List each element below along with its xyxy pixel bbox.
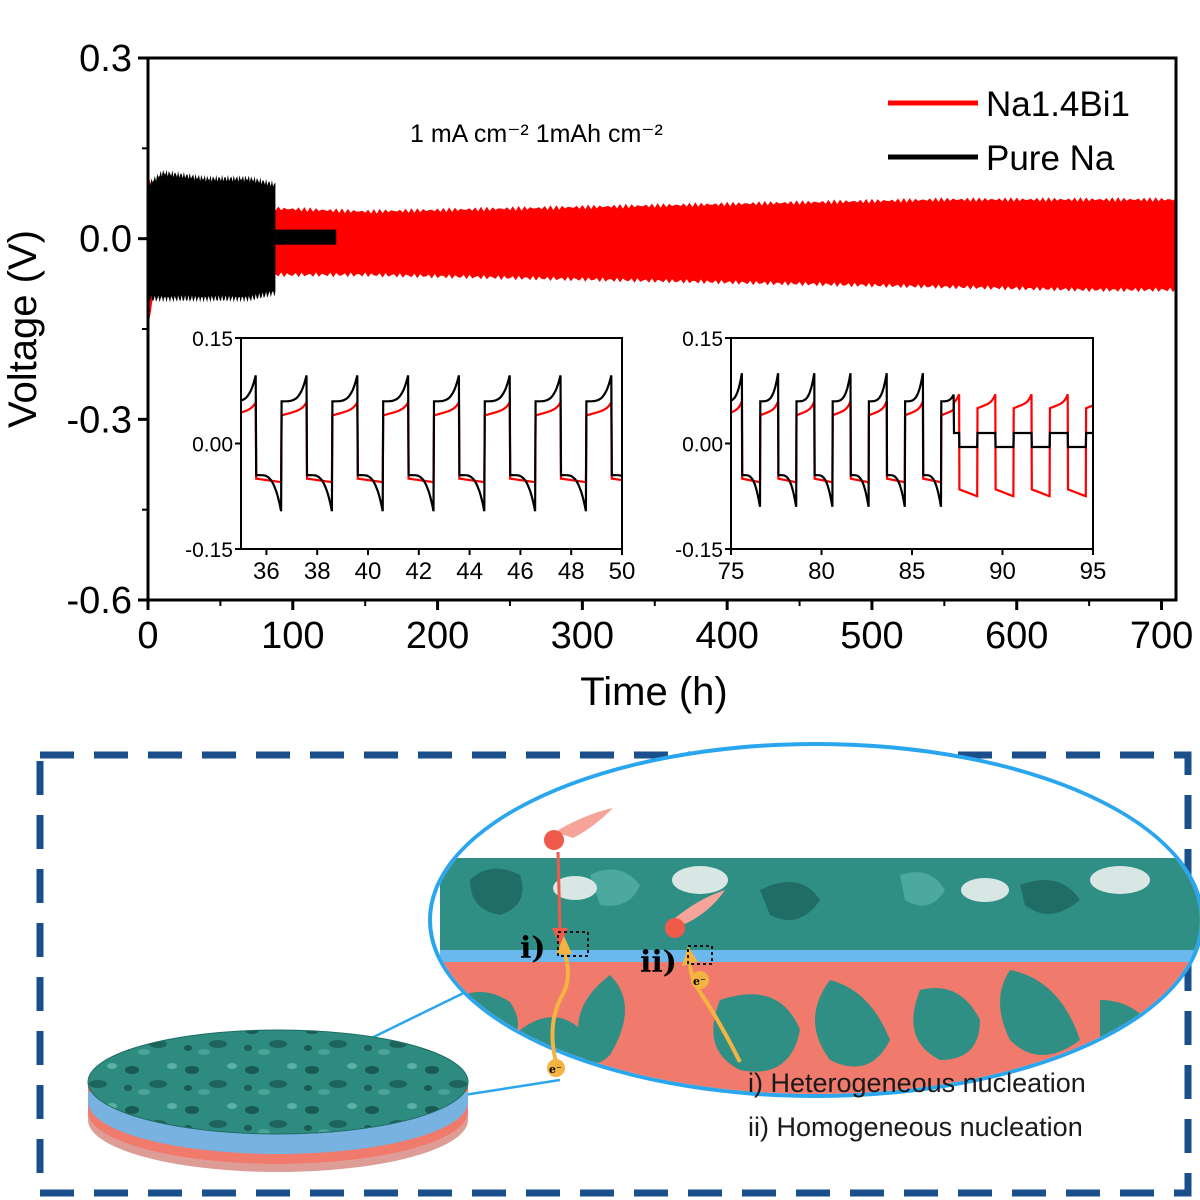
x-tick-label: 0 <box>137 615 158 657</box>
electron-arrow-head-2 <box>682 946 698 966</box>
inset-2-x-tick-label: 85 <box>899 558 926 585</box>
electrode-disc <box>87 1029 469 1172</box>
x-tick-label: 300 <box>551 615 614 657</box>
electron-2 <box>691 971 709 989</box>
legend: Na1.4Bi1 Pure Na <box>888 85 1130 178</box>
inset-1-series-pure-na <box>240 375 622 512</box>
inset-2-series-pure-na <box>730 373 1093 507</box>
legend-label-pure-na: Pure Na <box>986 139 1115 178</box>
x-tick-label: 200 <box>406 615 469 657</box>
series-pure-na-after-failure <box>275 229 337 245</box>
y-tick-label: -0.6 <box>67 580 132 622</box>
nucleation-box-i <box>557 931 589 957</box>
nucleation-box-ii <box>687 945 713 965</box>
inset-2: 75 80 85 90 95 -0.15 0.00 0.15 <box>675 328 1106 585</box>
series-na14bi1-envelope <box>148 172 1176 327</box>
inset-2-x-tick-label: 90 <box>989 558 1016 585</box>
inset-1-x-tick-label: 42 <box>405 558 432 585</box>
label-ii: ii) <box>640 945 677 980</box>
ion-1 <box>544 830 564 850</box>
condition-annotation: 1 mA cm⁻² 1mAh cm⁻² <box>410 120 663 148</box>
electron-2-label: e⁻ <box>693 975 706 988</box>
electron-path-1 <box>550 951 570 1063</box>
y-tick-label: 0.0 <box>79 219 132 261</box>
inset-1-background <box>241 338 622 549</box>
inset-1-y-tick-label: 0.15 <box>192 328 233 351</box>
main-traces <box>148 169 1176 327</box>
electron-1 <box>547 1059 565 1077</box>
y-axis-title: Voltage (V) <box>1 230 45 428</box>
ion-tail-1 <box>555 808 613 838</box>
caption-heterogeneous: i) Heterogeneous nucleation <box>748 1068 1086 1098</box>
schematic-dashed-frame <box>36 751 1192 1197</box>
inset-2-y-tick-label: -0.15 <box>675 539 723 562</box>
legend-label-na14bi1: Na1.4Bi1 <box>986 85 1130 124</box>
electron-arrow-head-1 <box>556 936 572 954</box>
cycling-chart: 0 100 200 300 400 500 600 700 -0.6 -0.3 0.0 0.3 Vol… <box>1 38 1194 714</box>
inset-2-y-tick-label: 0.00 <box>682 434 723 457</box>
inset-1-x-tick-label: 46 <box>507 558 534 585</box>
electron-path-2 <box>688 961 742 1063</box>
x-tick-label: 500 <box>840 615 903 657</box>
inset-1-x-tick-label: 50 <box>609 558 636 585</box>
x-axis-title: Time (h) <box>580 670 727 714</box>
inset-1-y-tick-label: -0.15 <box>185 539 233 562</box>
x-tick-label: 400 <box>695 615 758 657</box>
inset-2-x-tick-label: 75 <box>718 558 745 585</box>
inset-2-traces <box>730 373 1094 507</box>
inset-1-series-na14bi1 <box>240 398 622 484</box>
ion-tail-2 <box>675 890 725 924</box>
inset-1-x-tick-label: 44 <box>456 558 483 585</box>
inset-1-x-tick-label: 48 <box>558 558 585 585</box>
inset-1: 36 38 40 42 44 46 48 50 -0.15 0.00 0.15 <box>185 328 635 585</box>
inset-2-background <box>731 338 1093 549</box>
inset-2-y-tick-label: 0.15 <box>682 328 723 351</box>
inset-2-series-na14bi1 <box>730 393 1094 498</box>
series-pure-na-envelope <box>148 169 276 303</box>
inset-1-x-tick-label: 36 <box>253 558 280 585</box>
caption-homogeneous: ii) Homogeneous nucleation <box>748 1112 1083 1142</box>
inset-2-ticks: 75 80 85 90 95 -0.15 0.00 0.15 <box>675 328 1106 585</box>
nucleation-schematic: e⁻ e⁻ i) ii) i) Heterogeneous nucleation… <box>36 742 1200 1197</box>
ion-2 <box>665 918 685 938</box>
inset-1-x-tick-label: 38 <box>304 558 331 585</box>
x-tick-label: 600 <box>985 615 1048 657</box>
inset-1-x-tick-label: 40 <box>355 558 382 585</box>
inset-1-traces <box>240 375 622 512</box>
inset-2-x-tick-label: 80 <box>808 558 835 585</box>
x-tick-label: 700 <box>1130 615 1193 657</box>
ion-arrow <box>556 851 562 931</box>
x-tick-label: 100 <box>261 615 324 657</box>
main-axis-ticks: 0 100 200 300 400 500 600 700 -0.6 -0.3 0.0 0.3 <box>67 38 1194 657</box>
label-i: i) <box>520 931 546 966</box>
inset-1-ticks: 36 38 40 42 44 46 48 50 -0.15 0.00 0.15 <box>185 328 635 585</box>
zoom-circle: e⁻ e⁻ i) ii) <box>428 742 1200 1098</box>
y-tick-label: -0.3 <box>67 399 132 441</box>
inset-1-y-tick-label: 0.00 <box>192 434 233 457</box>
inset-2-x-tick-label: 95 <box>1080 558 1107 585</box>
electron-1-label: e⁻ <box>549 1063 562 1076</box>
y-tick-label: 0.3 <box>79 38 132 80</box>
